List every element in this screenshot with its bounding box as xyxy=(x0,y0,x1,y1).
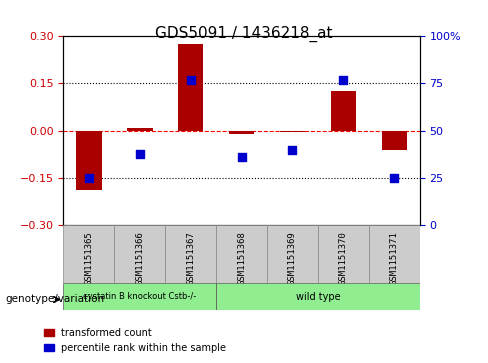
Text: wild type: wild type xyxy=(296,292,340,302)
Bar xyxy=(280,131,305,132)
Text: cystatin B knockout Cstb-/-: cystatin B knockout Cstb-/- xyxy=(83,292,196,301)
Point xyxy=(288,147,296,152)
FancyBboxPatch shape xyxy=(63,283,216,310)
Point xyxy=(85,175,93,181)
Text: GSM1151368: GSM1151368 xyxy=(237,231,246,285)
Text: GSM1151371: GSM1151371 xyxy=(390,231,399,285)
Bar xyxy=(382,131,407,150)
Text: GSM1151365: GSM1151365 xyxy=(84,231,93,285)
Bar xyxy=(76,131,102,191)
Point xyxy=(136,151,143,157)
Bar xyxy=(229,131,254,134)
FancyBboxPatch shape xyxy=(216,283,420,310)
Text: genotype/variation: genotype/variation xyxy=(5,294,104,305)
Point xyxy=(340,77,347,83)
FancyBboxPatch shape xyxy=(114,225,165,283)
FancyBboxPatch shape xyxy=(63,225,114,283)
Point xyxy=(187,77,195,83)
Bar xyxy=(331,91,356,131)
FancyBboxPatch shape xyxy=(216,225,267,283)
Text: GSM1151366: GSM1151366 xyxy=(135,231,144,285)
FancyBboxPatch shape xyxy=(267,225,318,283)
Legend: transformed count, percentile rank within the sample: transformed count, percentile rank withi… xyxy=(44,328,226,353)
Text: GDS5091 / 1436218_at: GDS5091 / 1436218_at xyxy=(155,25,333,42)
Point xyxy=(238,155,245,160)
FancyBboxPatch shape xyxy=(369,225,420,283)
Bar xyxy=(127,127,152,131)
Point xyxy=(390,175,398,181)
Text: GSM1151370: GSM1151370 xyxy=(339,231,348,285)
Bar xyxy=(178,44,203,131)
FancyBboxPatch shape xyxy=(318,225,369,283)
FancyBboxPatch shape xyxy=(165,225,216,283)
Text: GSM1151367: GSM1151367 xyxy=(186,231,195,285)
Text: GSM1151369: GSM1151369 xyxy=(288,231,297,285)
